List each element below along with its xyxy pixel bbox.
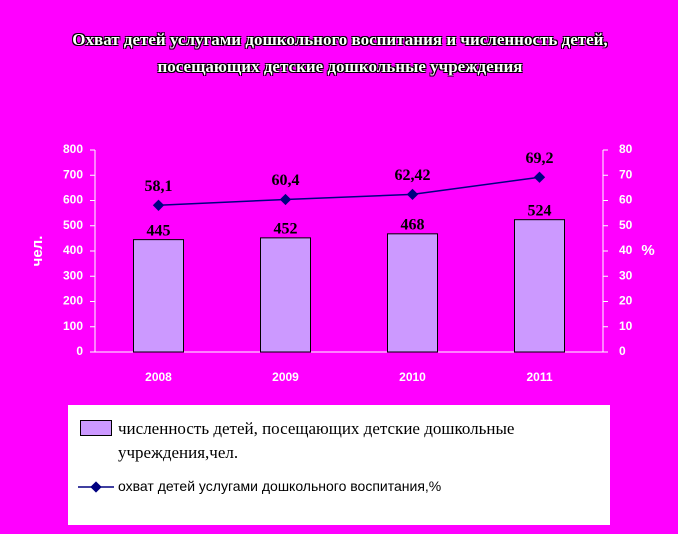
y2-tick-label: 50	[619, 218, 633, 232]
legend-marker	[90, 481, 102, 493]
y2-axis-label: %	[641, 242, 654, 259]
chart-title: Охват детей услугами дошкольного воспита…	[72, 30, 608, 76]
y2-tick-label: 20	[619, 294, 633, 308]
bar	[387, 233, 438, 353]
line-marker	[406, 188, 419, 201]
bar	[260, 237, 311, 353]
legend-swatch	[80, 420, 112, 436]
line-value-label: 69,2	[526, 150, 554, 167]
bar-value-label: 524	[528, 202, 552, 219]
line-value-label: 58,1	[145, 178, 173, 195]
line	[158, 176, 540, 207]
y2-tick-label: 40	[619, 243, 633, 257]
y2-tick-label: 10	[619, 319, 633, 333]
line-value-label: 60,4	[272, 172, 300, 189]
legend-line	[78, 481, 114, 493]
y2-tick-label: 80	[619, 142, 633, 156]
x-tick-label: 2009	[272, 370, 299, 384]
y2-tick-label: 0	[619, 344, 626, 358]
y-tick-label: 300	[63, 268, 83, 282]
y2-tick-label: 70	[619, 167, 633, 181]
y2-tick-label: 60	[619, 193, 633, 207]
bar-value-label: 452	[274, 221, 298, 238]
bar-value-label: 445	[147, 222, 171, 239]
x-tick-label: 2011	[526, 370, 552, 384]
x-tick-label: 2008	[145, 370, 172, 384]
bar	[133, 239, 184, 353]
x-tick-label: 2010	[399, 370, 426, 384]
y-tick-label: 400	[63, 243, 83, 257]
y-tick-label: 100	[63, 319, 83, 333]
y-tick-label: 0	[76, 344, 83, 358]
bar	[514, 219, 565, 353]
legend-label: охват детей услугами дошкольного воспита…	[118, 478, 442, 494]
legend: численность детей, посещающих детские до…	[68, 405, 610, 525]
y-tick-label: 500	[63, 218, 83, 232]
bar-value-label: 468	[401, 217, 425, 234]
y-tick-label: 200	[63, 294, 83, 308]
y-axis-label: чел.	[29, 236, 46, 267]
y2-tick-label: 30	[619, 268, 633, 282]
line-marker	[533, 171, 546, 183]
y-tick-label: 800	[63, 142, 83, 156]
y-tick-label: 700	[63, 167, 83, 181]
line-marker	[279, 193, 292, 206]
line-value-label: 62,42	[395, 167, 431, 184]
y-tick-label: 600	[63, 193, 83, 207]
line-marker	[152, 199, 165, 211]
legend-label: численность детей, посещающих детские до…	[118, 419, 515, 462]
